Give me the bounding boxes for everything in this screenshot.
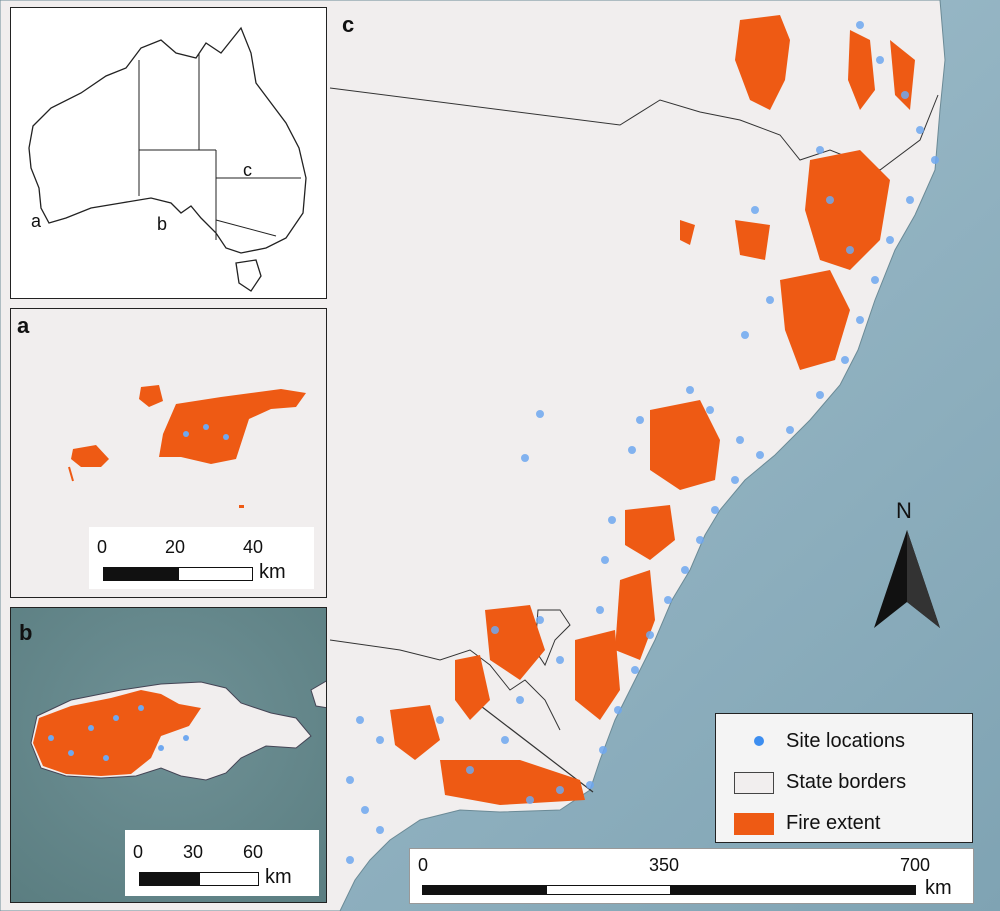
legend-label-fire-extent: Fire extent: [786, 812, 881, 834]
legend-label-site-locations: Site locations: [786, 730, 905, 752]
australia-coastline: [28, 26, 307, 254]
north-label: N: [896, 498, 912, 523]
legend-item-fire-extent: Fire extent: [730, 810, 970, 838]
scale-a-tick-0: 0: [97, 537, 108, 557]
fire-extent-areas: [390, 15, 915, 805]
scale-c-bar: [422, 885, 916, 895]
inset-region-label-b: b: [157, 214, 168, 234]
legend-item-state-borders: State borders: [730, 769, 970, 797]
map-legend: Site locations State borders Fire extent: [715, 713, 973, 843]
legend-item-site-locations: Site locations: [730, 728, 970, 756]
scale-b-unit: km: [265, 866, 292, 888]
state-border-qld-nsw: [329, 87, 939, 171]
scale-bar-c: 0 350 700 km: [409, 848, 974, 904]
north-arrow: N: [872, 498, 942, 633]
scale-b-bar-seg1: [140, 873, 200, 885]
scale-bar-b: 0 30 60 km: [125, 830, 319, 896]
panel-a-fire-extent: [68, 385, 306, 508]
fire-extent-box-icon: [734, 813, 774, 835]
panel-b-sites: [48, 705, 189, 761]
panel-a-map: [68, 385, 306, 508]
scale-b-tick-1: 30: [183, 842, 204, 862]
scale-a-unit: km: [259, 561, 286, 583]
scale-c-tick-1: 350: [649, 855, 680, 875]
scale-c-bar-seg1: [423, 886, 547, 894]
state-border-vic-nsw: [329, 639, 561, 731]
peninsula-land: [310, 680, 326, 709]
panel-a-label: a: [17, 313, 30, 338]
scale-b-tick-0: 0: [133, 842, 144, 862]
inset-nsw-vic-border: [215, 219, 277, 237]
panel-b-fire-extent: [33, 690, 201, 776]
site-dot-icon: [754, 736, 764, 746]
panel-a: a 0 20 40 km: [10, 308, 327, 598]
scale-a-tick-2: 40: [243, 537, 264, 557]
scale-b-bar: [139, 872, 259, 886]
panel-c-label: c: [342, 12, 355, 37]
state-border-box-icon: [734, 772, 774, 794]
panel-a-sites: [183, 424, 229, 440]
legend-label-state-borders: State borders: [786, 771, 907, 793]
scale-bar-a: 0 20 40 km: [89, 527, 314, 589]
inset-region-label-a: a: [31, 211, 42, 231]
panel-b-label: b: [19, 620, 33, 645]
scale-c-tick-0: 0: [418, 855, 429, 875]
scale-a-bar-seg1: [104, 568, 179, 580]
inset-region-label-c: c: [243, 160, 252, 180]
scale-a-bar: [103, 567, 253, 581]
scale-c-tick-2: 700: [900, 855, 931, 875]
panel-b: b 0 30 60 km: [10, 607, 327, 903]
scale-c-bar-seg3: [670, 886, 915, 894]
site-location-dots: [346, 21, 939, 864]
scale-c-unit: km: [925, 877, 952, 899]
tasmania: [235, 259, 262, 292]
scale-a-tick-1: 20: [165, 537, 186, 557]
north-arrow-icon: [874, 530, 940, 628]
scale-b-tick-2: 60: [243, 842, 264, 862]
australia-outline: [28, 26, 307, 292]
inset-australia-panel: a b c: [10, 7, 327, 299]
